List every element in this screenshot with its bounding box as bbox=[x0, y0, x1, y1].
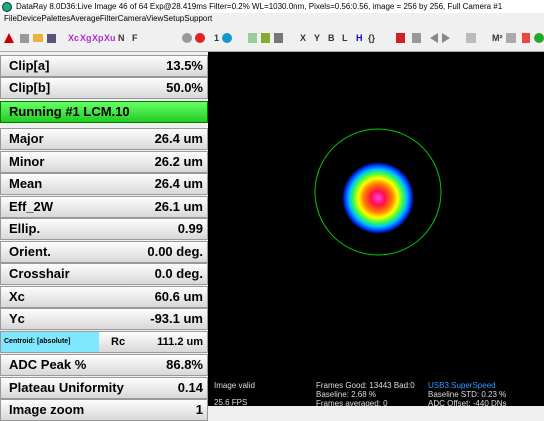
result-row: Minor 26.2 um bbox=[0, 151, 208, 173]
menu-item[interactable]: Average bbox=[70, 14, 100, 23]
centroid-row: Centroid: [absolute] Rc 111.2 um bbox=[0, 331, 208, 353]
app-icon bbox=[2, 2, 12, 12]
row-value: 26.4 um bbox=[155, 174, 203, 194]
title-bar: DataRay 8.0D36:Live Image 46 of 64 Exp@2… bbox=[0, 0, 544, 13]
menu-item[interactable]: Device bbox=[17, 14, 41, 23]
toolbar-button[interactable]: Xp bbox=[92, 25, 104, 51]
toolbar-button[interactable]: Y bbox=[314, 25, 320, 51]
beam-spot bbox=[342, 162, 414, 234]
row-value: 50.0% bbox=[166, 78, 203, 98]
clip-row: Clip[b] 50.0% bbox=[0, 77, 208, 99]
menu-item[interactable]: Filter bbox=[100, 14, 118, 23]
app-window: DataRay 8.0D36:Live Image 46 of 64 Exp@2… bbox=[0, 0, 544, 406]
row-value: 0.00 deg. bbox=[147, 242, 203, 262]
menu-item[interactable]: Camera bbox=[118, 14, 146, 23]
stat-row: Plateau Uniformity 0.14 bbox=[0, 377, 208, 399]
status-text: Image valid bbox=[214, 381, 255, 390]
row-label: Xc bbox=[9, 287, 25, 307]
centroid-name: Rc bbox=[111, 332, 125, 352]
toolbar-button[interactable]: L bbox=[342, 25, 348, 51]
row-value: 26.4 um bbox=[155, 129, 203, 149]
centroid-value: 111.2 um bbox=[157, 332, 203, 352]
row-label: Eff_2W bbox=[9, 197, 53, 217]
menu-item[interactable]: View bbox=[146, 14, 163, 23]
toolbar-button[interactable]: {} bbox=[368, 25, 375, 51]
toolbar-button[interactable]: B bbox=[328, 25, 335, 51]
menu-bar: FileDevicePalettesAverageFilterCameraVie… bbox=[0, 13, 212, 25]
status-text: Frames averaged: 0 bbox=[316, 399, 388, 408]
result-row: Orient. 0.00 deg. bbox=[0, 241, 208, 263]
toolbar-button[interactable]: F bbox=[132, 25, 138, 51]
status-text: Frames Good: 13443 Bad:0 bbox=[316, 381, 415, 390]
row-label: Ellip. bbox=[9, 219, 40, 239]
row-label: Minor bbox=[9, 152, 44, 172]
status-text: Running #1 LCM.10 bbox=[9, 102, 130, 122]
row-label: Image zoom bbox=[9, 400, 84, 420]
row-value: 26.2 um bbox=[155, 152, 203, 172]
row-value: 86.8% bbox=[166, 355, 203, 375]
result-row: Mean 26.4 um bbox=[0, 173, 208, 195]
row-label: Plateau Uniformity bbox=[9, 378, 124, 398]
row-value: 26.1 um bbox=[155, 197, 203, 217]
status-row: Running #1 LCM.10 bbox=[0, 101, 208, 123]
stat-row: ADC Peak % 86.8% bbox=[0, 354, 208, 376]
row-label: Yc bbox=[9, 309, 25, 329]
row-value: 13.5% bbox=[166, 56, 203, 76]
toolbar-button[interactable]: Xu bbox=[104, 25, 116, 51]
row-value: 0.99 bbox=[178, 219, 203, 239]
beam-view bbox=[208, 52, 544, 406]
status-text: ADC Offset: -440 DNs bbox=[428, 399, 507, 408]
stat-row: Image zoom 1 bbox=[0, 399, 208, 421]
row-value: 60.6 um bbox=[155, 287, 203, 307]
menu-item[interactable]: Support bbox=[184, 14, 212, 23]
row-value: -93.1 um bbox=[150, 309, 203, 329]
toolbar-button[interactable]: H bbox=[356, 25, 363, 51]
result-row: Ellip. 0.99 bbox=[0, 218, 208, 240]
status-text: Baseline STD: 0.23 % bbox=[428, 390, 506, 399]
row-label: Crosshair bbox=[9, 264, 70, 284]
clip-row: Clip[a] 13.5% bbox=[0, 55, 208, 77]
menu-item[interactable]: Setup bbox=[163, 14, 184, 23]
row-value: 0.0 deg. bbox=[155, 264, 203, 284]
beam-image bbox=[208, 52, 544, 406]
row-label: Mean bbox=[9, 174, 42, 194]
row-label: Major bbox=[9, 129, 44, 149]
status-text: USB3:SuperSpeed bbox=[428, 381, 496, 390]
row-label: Clip[b] bbox=[9, 78, 50, 98]
toolbar-button[interactable]: N bbox=[118, 25, 125, 51]
toolbar-button[interactable]: M² bbox=[492, 25, 503, 51]
centroid-label: Centroid: [absolute] bbox=[1, 332, 99, 352]
result-row: Xc 60.6 um bbox=[0, 286, 208, 308]
result-row: Yc -93.1 um bbox=[0, 308, 208, 330]
menu-item[interactable]: File bbox=[4, 14, 17, 23]
status-text: Baseline: 2.68 % bbox=[316, 390, 376, 399]
result-row: Eff_2W 26.1 um bbox=[0, 196, 208, 218]
row-label: Orient. bbox=[9, 242, 51, 262]
result-row: Crosshair 0.0 deg. bbox=[0, 263, 208, 285]
row-label: Clip[a] bbox=[9, 56, 49, 76]
result-row: Major 26.4 um bbox=[0, 128, 208, 150]
menu-item[interactable]: Palettes bbox=[41, 14, 70, 23]
row-value: 0.14 bbox=[178, 378, 203, 398]
toolbar-button[interactable]: X bbox=[300, 25, 306, 51]
row-label: ADC Peak % bbox=[9, 355, 86, 375]
toolbar-button[interactable]: Xc bbox=[68, 25, 79, 51]
row-value: 1 bbox=[196, 400, 203, 420]
toolbar-button[interactable]: Xg bbox=[80, 25, 92, 51]
toolbar-button[interactable]: 1 bbox=[214, 25, 219, 51]
